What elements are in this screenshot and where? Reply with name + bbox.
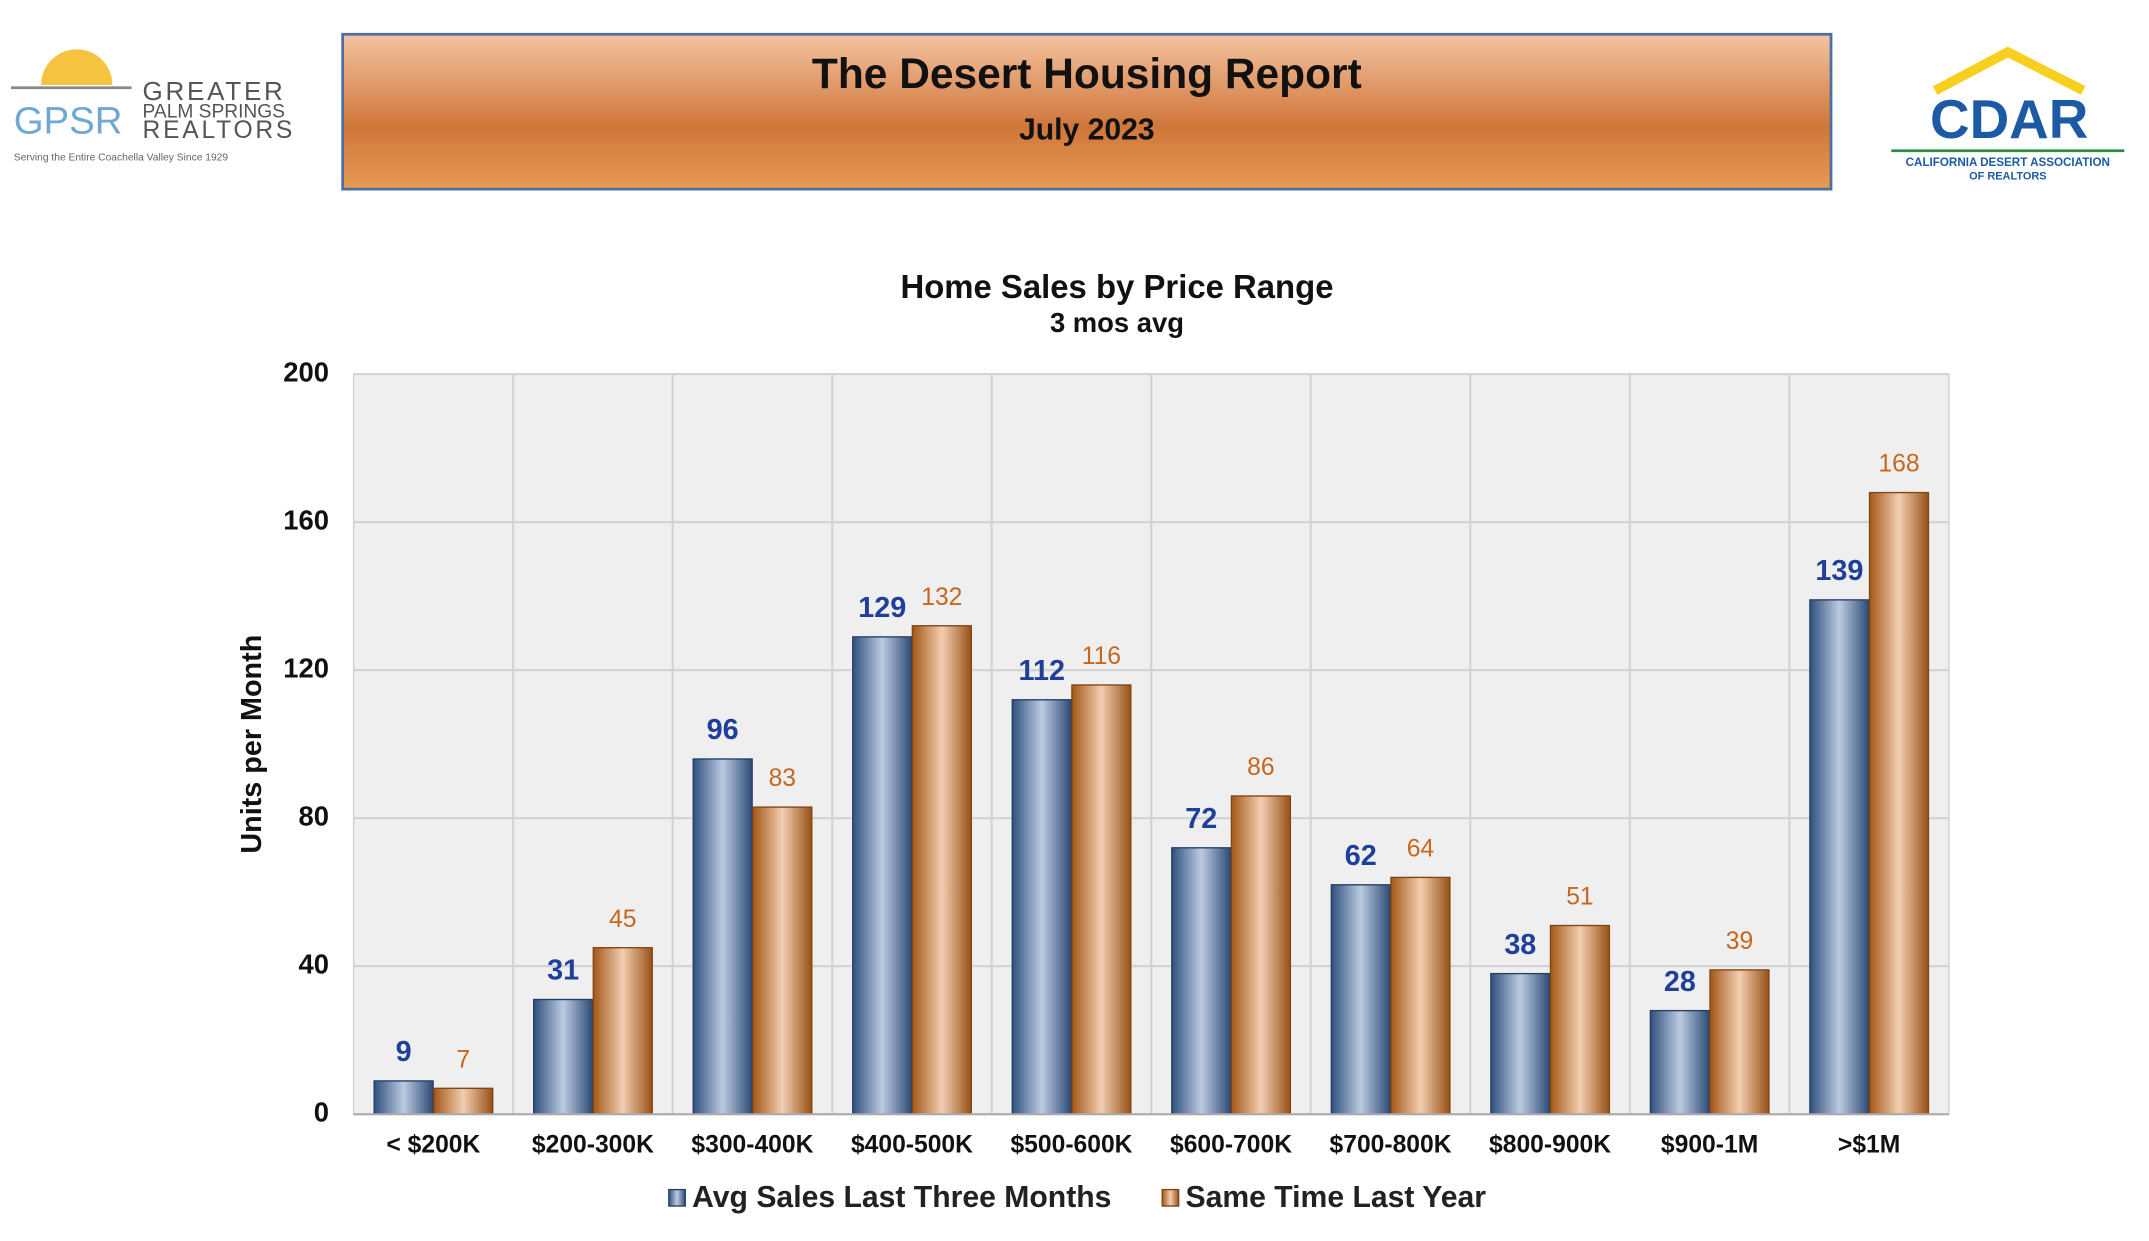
x-tick-label: $400-500K xyxy=(851,1131,973,1158)
header-subtitle: July 2023 xyxy=(1019,114,1155,147)
bar xyxy=(533,998,594,1115)
bar xyxy=(373,1080,434,1115)
data-label: 86 xyxy=(1247,754,1274,781)
y-tick-label: 160 xyxy=(283,504,329,535)
x-tick-label: >$1M xyxy=(1838,1131,1900,1158)
data-label: 38 xyxy=(1504,929,1536,961)
legend-label: Avg Sales Last Three Months xyxy=(692,1181,1111,1214)
bar xyxy=(692,758,753,1115)
y-tick-label: 200 xyxy=(283,356,329,387)
y-tick-label: 80 xyxy=(298,800,328,831)
bar xyxy=(1649,1009,1711,1115)
x-tick-label: $500-600K xyxy=(1010,1131,1132,1158)
data-label: 39 xyxy=(1726,928,1753,955)
y-tick-label: 120 xyxy=(283,652,329,683)
cdar-logo: CDAR CALIFORNIA DESERT ASSOCIATION OF RE… xyxy=(1891,46,2125,183)
data-label: 51 xyxy=(1566,884,1593,911)
y-tick-label: 40 xyxy=(298,948,328,979)
logo-text: REALTORS xyxy=(143,117,296,144)
x-tick-label: $200-300K xyxy=(532,1131,654,1158)
gpsr-logo: GPSR GREATER PALM SPRINGS REALTORS Servi… xyxy=(10,49,296,163)
data-label: 112 xyxy=(1019,655,1065,687)
data-label: 129 xyxy=(858,592,906,624)
x-tick-label: < $200K xyxy=(386,1131,480,1158)
bar xyxy=(852,636,913,1115)
header-title: The Desert Housing Report xyxy=(812,51,1362,98)
logo-mark: CDAR xyxy=(1930,88,2088,150)
x-tick-label: $300-400K xyxy=(691,1131,813,1158)
data-label: 116 xyxy=(1082,643,1121,670)
y-axis-label: Units per Month xyxy=(236,635,268,854)
data-label: 64 xyxy=(1407,836,1434,863)
bar xyxy=(911,625,972,1115)
logo-sun xyxy=(41,49,113,85)
data-label: 168 xyxy=(1878,451,1919,478)
bar xyxy=(1490,972,1551,1115)
bar xyxy=(1171,847,1232,1115)
x-tick-label: $600-700K xyxy=(1170,1131,1292,1158)
logo-tagline: Serving the Entire Coachella Valley Sinc… xyxy=(14,152,229,163)
x-tick-label: $900-1M xyxy=(1661,1131,1758,1158)
legend-swatch xyxy=(1161,1188,1180,1207)
bar xyxy=(1071,684,1132,1115)
bar xyxy=(592,947,653,1115)
data-label: 83 xyxy=(769,765,796,792)
logo-text: CALIFORNIA DESERT ASSOCIATION xyxy=(1906,156,2110,169)
data-label: 7 xyxy=(456,1046,470,1073)
legend-swatch xyxy=(668,1188,686,1207)
bar xyxy=(1011,699,1072,1115)
bar xyxy=(1549,924,1611,1115)
data-label: 139 xyxy=(1815,555,1863,587)
logo-mark: GPSR xyxy=(14,99,123,142)
logo-text: OF REALTORS xyxy=(1969,171,2046,183)
data-label: 9 xyxy=(396,1036,412,1068)
bar xyxy=(1230,795,1292,1115)
data-label: 62 xyxy=(1345,840,1377,872)
x-tick-label: $800-900K xyxy=(1489,1131,1611,1158)
bar xyxy=(1809,599,1870,1115)
chart-title: Home Sales by Price Range xyxy=(900,268,1333,305)
data-label: 132 xyxy=(921,584,962,611)
data-label: 96 xyxy=(707,714,739,746)
chart-subtitle: 3 mos avg xyxy=(1050,307,1184,338)
data-label: 72 xyxy=(1185,803,1217,835)
bar xyxy=(1390,876,1451,1115)
data-label: 28 xyxy=(1664,966,1696,998)
bar xyxy=(433,1087,494,1115)
logo-house xyxy=(1932,46,2086,95)
data-label: 45 xyxy=(609,906,636,933)
bar xyxy=(752,806,813,1115)
logo-text: GREATER xyxy=(143,76,286,106)
bar xyxy=(1330,884,1391,1115)
bar xyxy=(1709,969,1770,1115)
bar xyxy=(1868,491,1930,1115)
y-tick-label: 0 xyxy=(314,1096,329,1127)
legend-label: Same Time Last Year xyxy=(1186,1181,1487,1214)
data-label: 31 xyxy=(547,955,579,987)
header-banner xyxy=(341,32,1833,191)
logo-text: PALM SPRINGS xyxy=(143,101,285,122)
x-tick-label: $700-800K xyxy=(1330,1131,1452,1158)
